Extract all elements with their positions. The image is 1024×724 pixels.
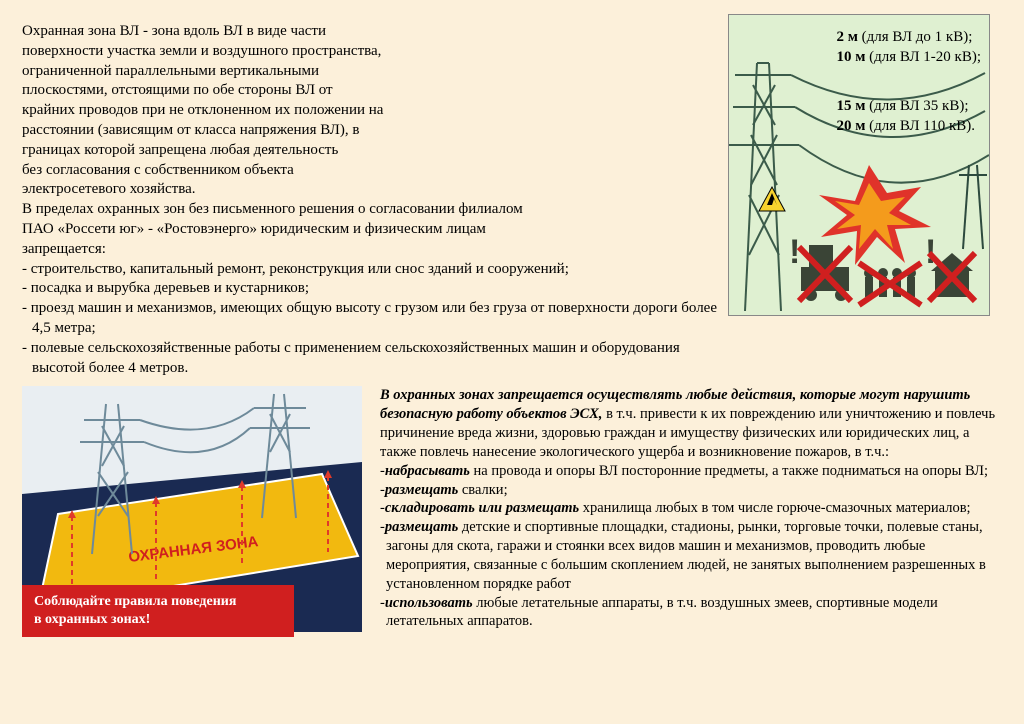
intro-line: поверхности участка земли и воздушного п… <box>22 42 720 62</box>
bullet-item: -размещать свалки; <box>380 481 1000 500</box>
intro-line: электросетевого хозяйства. <box>22 180 720 200</box>
intro-line: плоскостями, отстоящими по обе стороны В… <box>22 81 720 101</box>
list-item: - строительство, капитальный ремонт, рек… <box>22 260 720 280</box>
intro-line: В пределах охранных зон без письменного … <box>22 200 720 220</box>
intro-line: ПАО «Россети юг» - «Ростовэнерго» юридич… <box>22 220 720 240</box>
svg-text:!: ! <box>789 233 800 271</box>
prohibitions-list: - строительство, капитальный ремонт, рек… <box>22 260 720 379</box>
list-item: - проезд машин и механизмов, имеющих общ… <box>22 299 720 339</box>
distance-value: 2 м <box>836 29 857 45</box>
bullet-item: -размещать детские и спортивные площадки… <box>380 518 1000 593</box>
distance-value: 20 м <box>836 118 865 134</box>
intro-text: Охранная зона ВЛ - зона вдоль ВЛ в виде … <box>22 22 720 378</box>
distance-labels: 2 м (для ВЛ до 1 кВ); 10 м (для ВЛ 1-20 … <box>836 27 981 136</box>
intro-line: без согласования с собственником объекта <box>22 161 720 181</box>
bullet-item: -набрасывать на провода и опоры ВЛ посто… <box>380 462 1000 481</box>
banner-line: в охранных зонах! <box>34 611 284 629</box>
distance-desc: (для ВЛ 110 кВ). <box>865 118 975 134</box>
bullet-item: -складировать или размещать хранилища лю… <box>380 499 1000 518</box>
bullet-item: -использовать любые летательные аппараты… <box>380 594 1000 632</box>
list-item: - полевые сельскохозяйственные работы с … <box>22 339 720 379</box>
intro-line: крайних проводов при не отклоненном их п… <box>22 101 720 121</box>
intro-line: ограниченной параллельными вертикальными <box>22 62 720 82</box>
distance-value: 15 м <box>836 98 865 114</box>
intro-line: границах которой запрещена любая деятель… <box>22 141 720 161</box>
distance-value: 10 м <box>836 49 865 65</box>
banner-line: Соблюдайте правила поведения <box>34 593 284 611</box>
distance-desc: (для ВЛ 1-20 кВ); <box>865 49 981 65</box>
safety-diagram: 2 м (для ВЛ до 1 кВ); 10 м (для ВЛ 1-20 … <box>728 14 990 316</box>
intro-line: запрещается: <box>22 240 720 260</box>
banner: Соблюдайте правила поведения в охранных … <box>22 585 294 637</box>
zone-figure: ОХРАННАЯ ЗОНА <box>22 386 362 637</box>
intro-line: расстоянии (зависящим от класса напряжен… <box>22 121 720 141</box>
distance-desc: (для ВЛ до 1 кВ); <box>858 29 972 45</box>
right-text-block: В охранных зонах запрещается осуществлят… <box>380 386 1000 637</box>
list-item: - посадка и вырубка деревьев и кустарник… <box>22 279 720 299</box>
distance-desc: (для ВЛ 35 кВ); <box>865 98 968 114</box>
intro-line: Охранная зона ВЛ - зона вдоль ВЛ в виде … <box>22 22 720 42</box>
